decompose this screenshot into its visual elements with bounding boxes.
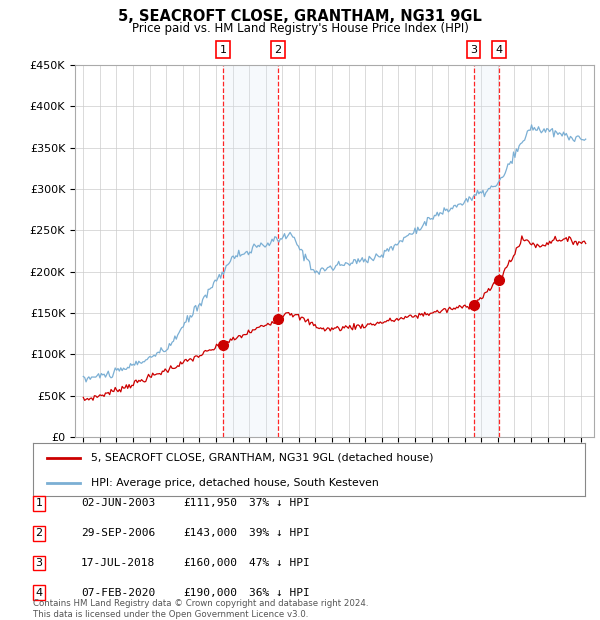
Bar [223, 65, 278, 437]
Text: £160,000: £160,000 [183, 558, 237, 568]
Text: Price paid vs. HM Land Registry's House Price Index (HPI): Price paid vs. HM Land Registry's House … [131, 22, 469, 35]
Bar [473, 65, 499, 437]
Text: 4: 4 [496, 45, 503, 55]
Text: 5, SEACROFT CLOSE, GRANTHAM, NG31 9GL: 5, SEACROFT CLOSE, GRANTHAM, NG31 9GL [118, 9, 482, 24]
Text: 5, SEACROFT CLOSE, GRANTHAM, NG31 9GL (detached house): 5, SEACROFT CLOSE, GRANTHAM, NG31 9GL (d… [91, 453, 433, 463]
Text: 47% ↓ HPI: 47% ↓ HPI [249, 558, 310, 568]
Text: Contains HM Land Registry data © Crown copyright and database right 2024.
This d: Contains HM Land Registry data © Crown c… [33, 600, 368, 619]
Text: 36% ↓ HPI: 36% ↓ HPI [249, 588, 310, 598]
Text: 02-JUN-2003: 02-JUN-2003 [81, 498, 155, 508]
Text: 3: 3 [35, 558, 43, 568]
Text: 1: 1 [220, 45, 226, 55]
Text: £190,000: £190,000 [183, 588, 237, 598]
Text: 07-FEB-2020: 07-FEB-2020 [81, 588, 155, 598]
Text: 3: 3 [470, 45, 477, 55]
Text: 37% ↓ HPI: 37% ↓ HPI [249, 498, 310, 508]
Text: 17-JUL-2018: 17-JUL-2018 [81, 558, 155, 568]
Text: £111,950: £111,950 [183, 498, 237, 508]
Text: 4: 4 [35, 588, 43, 598]
Text: 1: 1 [35, 498, 43, 508]
Text: £143,000: £143,000 [183, 528, 237, 538]
Text: 29-SEP-2006: 29-SEP-2006 [81, 528, 155, 538]
Text: 2: 2 [275, 45, 281, 55]
Text: 2: 2 [35, 528, 43, 538]
Text: HPI: Average price, detached house, South Kesteven: HPI: Average price, detached house, Sout… [91, 478, 379, 488]
Text: 39% ↓ HPI: 39% ↓ HPI [249, 528, 310, 538]
